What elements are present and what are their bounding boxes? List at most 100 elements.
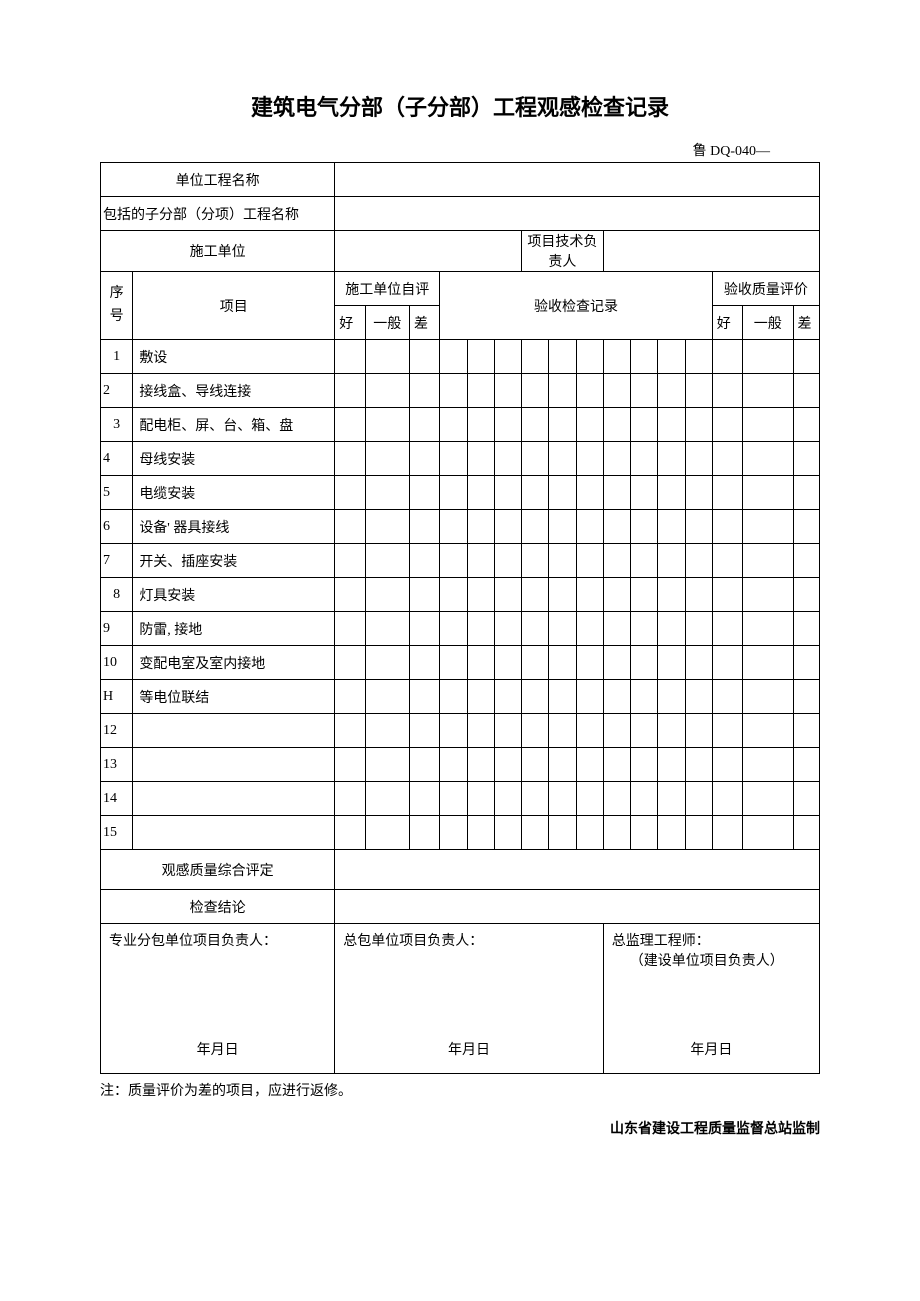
table-row: 6 设备' 器具接线 [101,510,820,544]
cell [522,646,549,680]
cell [685,544,712,578]
cell [409,612,439,646]
cell [658,782,685,816]
cell [793,782,819,816]
cell [743,510,793,544]
cell [685,340,712,374]
cell [658,442,685,476]
col-self-good: 好 [335,306,365,340]
cell [335,408,365,442]
row-seq: 1 [101,340,133,374]
cell [494,646,521,680]
col-qe-normal: 一般 [743,306,793,340]
table-row: 10 变配电室及室内接地 [101,646,820,680]
cell [522,578,549,612]
col-inspection-record: 验收检查记录 [440,272,713,340]
row-seq: 10 [101,646,133,680]
cell [365,816,409,850]
cell [631,646,658,680]
page-title: 建筑电气分部（子分部）工程观感检查记录 [100,90,820,122]
cell [365,408,409,442]
unit-project-label: 单位工程名称 [101,163,335,197]
cell [793,510,819,544]
cell [658,476,685,510]
cell [522,816,549,850]
cell [631,340,658,374]
row-seq: 7 [101,544,133,578]
cell [685,510,712,544]
row-seq: 6 [101,510,133,544]
sub-project-value [335,197,820,231]
cell [793,612,819,646]
cell [335,340,365,374]
cell [793,476,819,510]
row-seq: 5 [101,476,133,510]
overall-eval-row: 观感质量综合评定 [101,850,820,890]
cell [576,476,603,510]
sig-date: 年月日 [335,1039,602,1059]
row-seq: 3 [101,408,133,442]
cell [335,714,365,748]
cell [685,476,712,510]
cell [712,442,742,476]
cell [576,714,603,748]
cell [335,680,365,714]
cell [658,646,685,680]
unit-project-value [335,163,820,197]
cell [576,680,603,714]
cell [494,782,521,816]
table-row: 15 [101,816,820,850]
cell [685,442,712,476]
cell [712,612,742,646]
row-item [133,782,335,816]
cell [743,374,793,408]
cell [440,748,467,782]
cell [631,442,658,476]
cell [440,510,467,544]
cell [467,374,494,408]
cell [409,816,439,850]
cell [409,544,439,578]
cell [494,816,521,850]
cell [576,646,603,680]
cell [631,374,658,408]
table-row: 3 配电柜、屏、台、箱、盘 [101,408,820,442]
cell [603,578,630,612]
table-row: 9 防雷, 接地 [101,612,820,646]
cell [793,408,819,442]
cell [658,578,685,612]
cell [603,612,630,646]
row-item [133,748,335,782]
cell [743,782,793,816]
cell [365,340,409,374]
cell [793,374,819,408]
overall-eval-label: 观感质量综合评定 [101,850,335,890]
cell [494,578,521,612]
sig-maincontractor-label: 总包单位项目负责人： [343,930,594,950]
cell [685,578,712,612]
cell [576,782,603,816]
cell [409,476,439,510]
col-self-normal: 一般 [365,306,409,340]
cell [335,510,365,544]
overall-eval-value [335,850,820,890]
row-item: 防雷, 接地 [133,612,335,646]
sig-owner-label: （建设单位项目负责人） [612,950,811,970]
row-item: 敷设 [133,340,335,374]
cell [522,340,549,374]
cell [685,374,712,408]
cell [409,782,439,816]
cell [365,578,409,612]
cell [522,408,549,442]
cell [685,646,712,680]
cell [494,476,521,510]
cell [631,578,658,612]
col-item: 项目 [133,272,335,340]
cell [365,646,409,680]
cell [712,578,742,612]
cell [335,476,365,510]
cell [335,748,365,782]
cell [494,510,521,544]
cell [522,748,549,782]
cell [743,544,793,578]
